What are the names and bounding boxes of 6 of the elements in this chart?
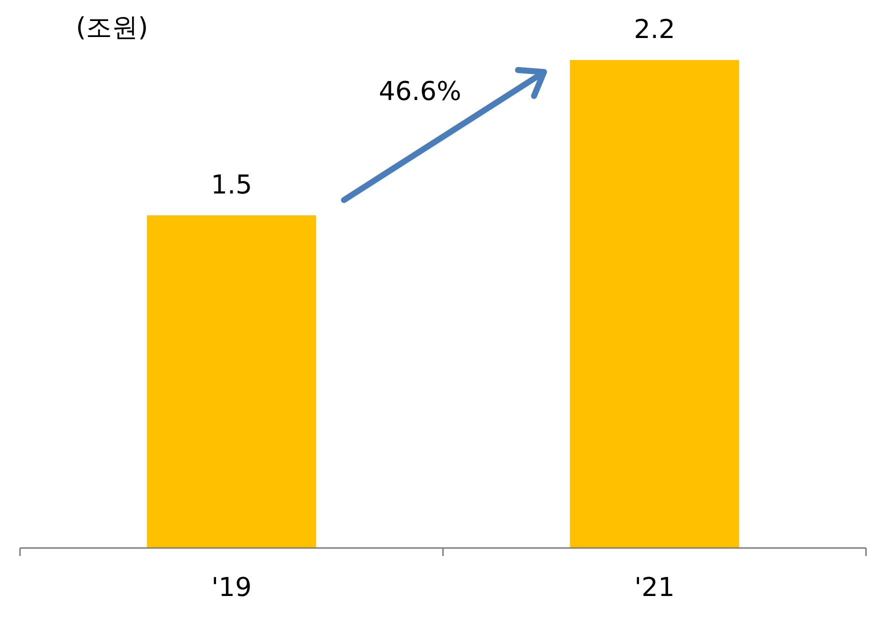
x-tick-label: '21 — [634, 573, 675, 603]
y-axis-title: (조원) — [76, 13, 148, 43]
x-tick-label: '19 — [211, 573, 252, 603]
data-label: 1.5 — [210, 170, 252, 200]
annotation: 46.6% — [378, 77, 462, 107]
data-label: 2.2 — [634, 15, 676, 45]
